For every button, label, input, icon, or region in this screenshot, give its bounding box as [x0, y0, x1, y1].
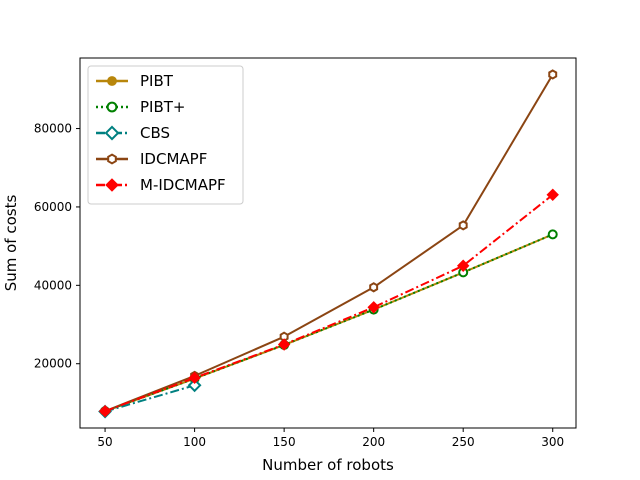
series-layer	[98, 69, 559, 419]
legend-item: M-IDCMAPF	[96, 176, 226, 194]
legend-box	[87, 65, 244, 205]
x-tick-label: 50	[97, 435, 112, 449]
x-tick-label: 200	[362, 435, 385, 449]
series-line	[104, 384, 195, 413]
legend-item: IDCMAPF	[96, 150, 207, 168]
data-point	[277, 338, 291, 351]
data-point	[456, 259, 470, 272]
legend: PIBT PIBT+ CBS IDCMAPF M-IDCMAPF	[87, 65, 244, 205]
legend-label: CBS	[140, 124, 170, 142]
legend-label: IDCMAPF	[140, 150, 207, 168]
x-tick-label: 250	[452, 435, 475, 449]
series-cbs	[98, 378, 202, 419]
data-point	[98, 404, 112, 418]
y-tick-label: 40000	[34, 278, 72, 292]
legend-item: PIBT+	[96, 98, 186, 116]
legend-marker	[106, 101, 118, 113]
data-point	[188, 371, 201, 385]
x-tick-label: 150	[273, 435, 296, 449]
series-line	[104, 73, 554, 413]
legend-marker	[107, 76, 117, 86]
legend-marker	[104, 125, 120, 141]
data-point	[369, 282, 379, 293]
plot-frame	[79, 57, 577, 429]
series-line	[104, 194, 554, 413]
y-axis-label: Sum of costs	[2, 195, 20, 292]
data-point	[548, 69, 558, 80]
x-tick-label: 300	[541, 435, 564, 449]
legend-label: M-IDCMAPF	[140, 176, 226, 194]
data-point	[367, 301, 380, 314]
data-point	[458, 220, 468, 231]
ticks-layer: 50 100 150 200 250 300 20000 40000 60000 80000	[34, 122, 564, 449]
data-point	[547, 229, 558, 240]
legend-label: PIBT+	[140, 98, 186, 116]
legend-item: CBS	[96, 124, 170, 142]
data-point	[187, 378, 202, 393]
x-axis-label: Number of robots	[262, 456, 394, 474]
x-tick-label: 100	[183, 435, 206, 449]
legend-marker	[105, 178, 119, 192]
y-tick-label: 60000	[34, 200, 72, 214]
legend-label: PIBT	[140, 72, 174, 90]
series-m-idcmapf	[98, 188, 559, 418]
legend-item: PIBT	[96, 72, 174, 90]
data-point	[546, 188, 559, 201]
y-tick-label: 80000	[34, 122, 72, 136]
legend-marker	[107, 153, 117, 165]
y-tick-label: 20000	[34, 357, 72, 371]
series-line	[104, 233, 554, 413]
